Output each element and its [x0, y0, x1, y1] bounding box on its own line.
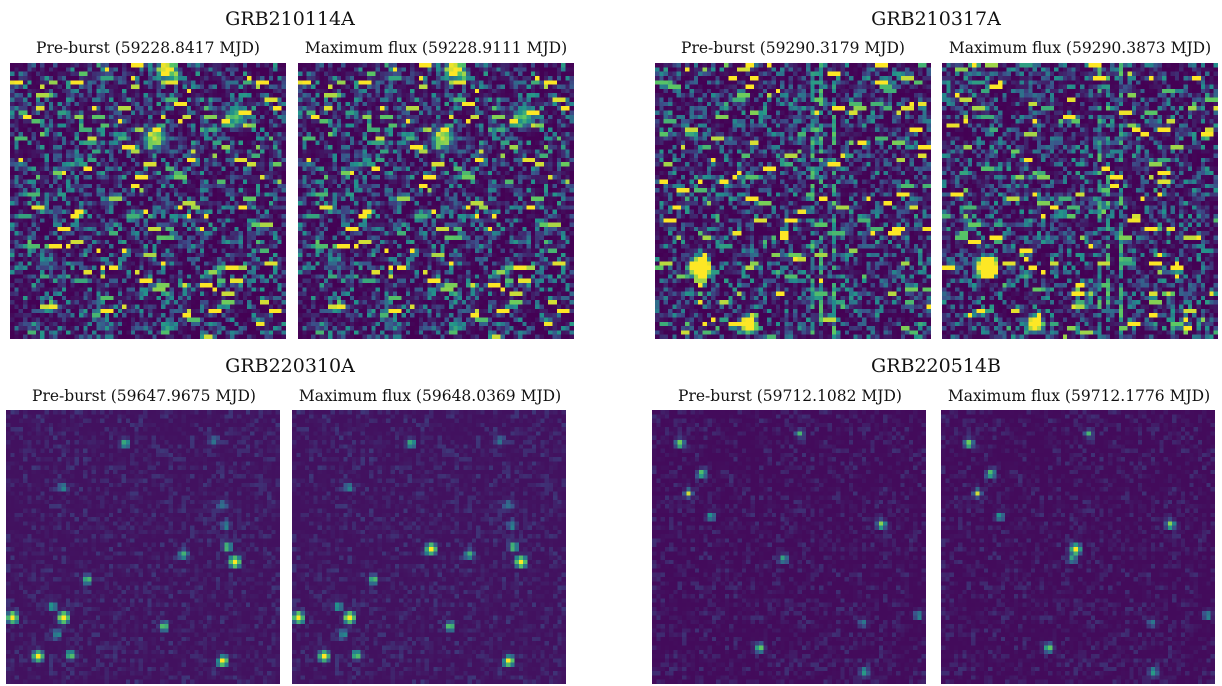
- image-panel-2a: [655, 63, 931, 339]
- panel-label-1a: Pre-burst (59228.8417 MJD): [10, 39, 286, 57]
- panel-label-4a: Pre-burst (59712.1082 MJD): [652, 387, 928, 405]
- panel-label-2b: Maximum flux (59290.3873 MJD): [942, 39, 1218, 57]
- event-title-3: GRB220310A: [140, 355, 440, 377]
- image-panel-2b: [942, 63, 1218, 339]
- panel-label-4b: Maximum flux (59712.1776 MJD): [941, 387, 1217, 405]
- event-title-4: GRB220514B: [786, 355, 1086, 377]
- image-panel-4b: [941, 410, 1215, 684]
- panel-label-1b: Maximum flux (59228.9111 MJD): [298, 39, 574, 57]
- image-panel-3b: [292, 410, 566, 684]
- event-title-1: GRB210114A: [140, 8, 440, 30]
- panel-label-3a: Pre-burst (59647.9675 MJD): [6, 387, 282, 405]
- panel-label-2a: Pre-burst (59290.3179 MJD): [655, 39, 931, 57]
- image-panel-3a: [6, 410, 280, 684]
- image-panel-1b: [298, 63, 574, 339]
- event-title-2: GRB210317A: [786, 8, 1086, 30]
- image-panel-1a: [10, 63, 286, 339]
- panel-label-3b: Maximum flux (59648.0369 MJD): [292, 387, 568, 405]
- image-panel-4a: [652, 410, 926, 684]
